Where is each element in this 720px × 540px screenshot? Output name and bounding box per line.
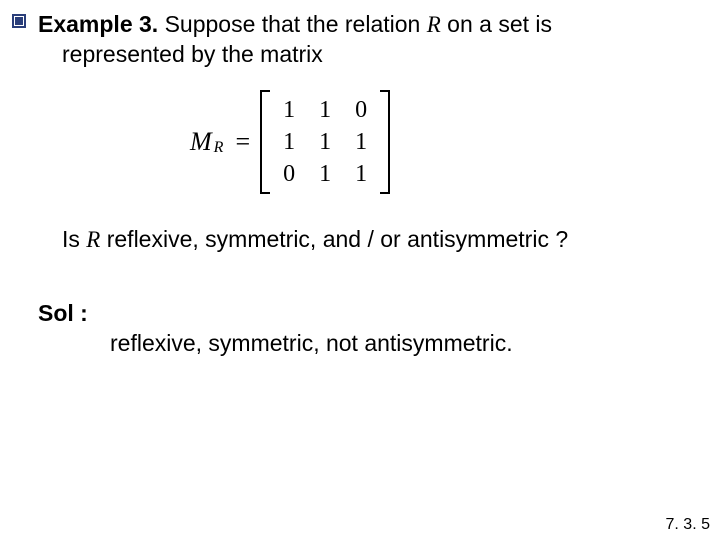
matrix-cell: 1: [312, 94, 338, 126]
question-part2: reflexive, symmetric, and / or antisymme…: [100, 226, 568, 252]
matrix-cell: 1: [348, 126, 374, 158]
slide-number: 7. 3. 5: [666, 516, 710, 534]
matrix-grid: 1 1 0 1 1 1 0 1 1: [270, 90, 380, 194]
right-bracket: [380, 90, 390, 194]
solution-label: Sol :: [38, 300, 88, 327]
matrix-lhs-subscript: R: [214, 139, 224, 157]
left-bracket: [260, 90, 270, 194]
question-R: R: [86, 227, 100, 252]
matrix-cell: 0: [348, 94, 374, 126]
question-line: Is R reflexive, symmetric, and / or anti…: [62, 226, 568, 253]
matrix-lhs-M: M: [190, 127, 212, 157]
matrix-cell: 1: [312, 158, 338, 190]
solution-text: reflexive, symmetric, not antisymmetric.: [110, 330, 513, 357]
matrix-cell: 1: [312, 126, 338, 158]
matrix-cell: 0: [276, 158, 302, 190]
matrix-cell: 1: [276, 126, 302, 158]
intro-text-2: on a set is: [441, 11, 552, 37]
matrix-cell: 1: [276, 94, 302, 126]
intro-line-2: represented by the matrix: [62, 40, 323, 70]
question-part1: Is: [62, 226, 86, 252]
matrix-bracketed: 1 1 0 1 1 1 0 1 1: [260, 90, 390, 194]
intro-line-1: Example 3. Suppose that the relation R o…: [38, 10, 552, 40]
intro-text-1: Suppose that the relation: [165, 11, 427, 37]
example-label: Example 3.: [38, 11, 158, 37]
matrix-lhs: MR: [190, 127, 223, 157]
matrix-cell: 1: [348, 158, 374, 190]
matrix-equation: MR = 1 1 0 1 1 1 0 1 1: [190, 90, 390, 194]
intro-relation-R: R: [427, 12, 441, 37]
slide-bullet: [12, 14, 26, 28]
bullet-inner-square: [15, 17, 23, 25]
equals-sign: =: [235, 127, 250, 157]
